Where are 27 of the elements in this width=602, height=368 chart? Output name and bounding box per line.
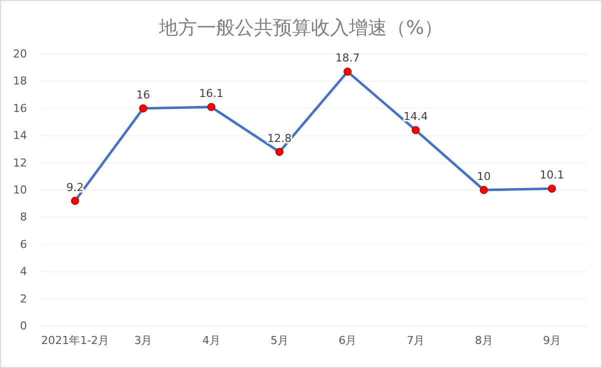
y-tick-label: 2 (20, 292, 27, 306)
x-tick-label: 7月 (406, 334, 425, 347)
x-tick-label: 4月 (202, 334, 220, 347)
y-tick-label: 4 (20, 265, 27, 278)
data-label: 16.1 (199, 87, 224, 100)
data-label: 16 (136, 88, 150, 102)
x-tick-label: 8月 (474, 334, 493, 347)
x-tick-label: 9月 (542, 334, 561, 347)
x-tick-label: 6月 (338, 334, 357, 347)
x-tick-label: 3月 (134, 334, 152, 347)
y-tick-label: 0 (20, 320, 27, 333)
data-label: 10.1 (540, 168, 564, 182)
y-tick-label: 12 (13, 156, 27, 170)
data-label: 9.2 (66, 180, 84, 194)
y-tick-label: 16 (13, 102, 27, 115)
x-tick-label: 5月 (270, 334, 288, 347)
y-tick-label: 10 (13, 184, 27, 197)
data-label: 14.4 (403, 110, 428, 124)
x-tick-label: 2021年1-2月 (41, 334, 110, 347)
data-label: 18.7 (335, 52, 360, 65)
y-tick-label: 20 (13, 48, 27, 61)
y-tick-label: 14 (13, 129, 27, 142)
y-tick-label: 6 (20, 238, 27, 251)
data-label: 10 (476, 170, 491, 183)
y-tick-label: 8 (20, 210, 27, 224)
chart-title: 地方一般公共预算收入增速（%） (158, 17, 444, 39)
y-tick-label: 18 (13, 74, 27, 88)
